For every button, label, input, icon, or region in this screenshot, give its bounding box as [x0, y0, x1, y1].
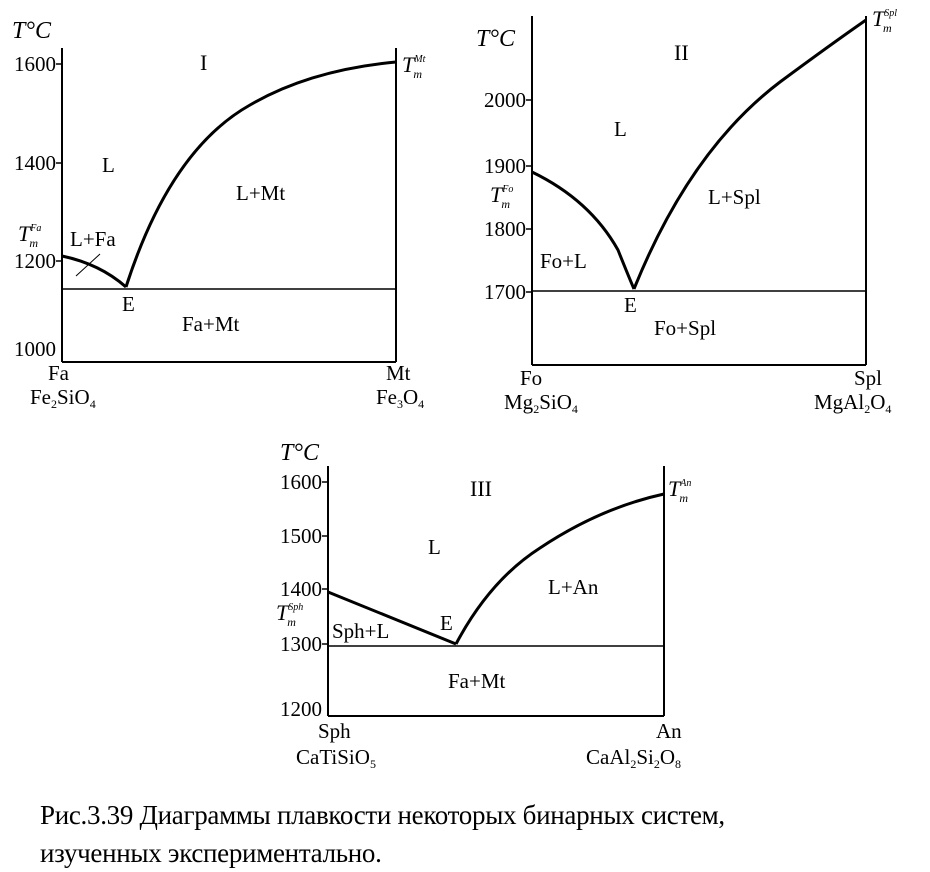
diagram-3-tm-right: TAn m [668, 476, 691, 505]
diagram-3-roman-numeral: III [470, 476, 492, 501]
diagram-1-region-liquid: L [102, 153, 115, 177]
diagram-2-eutectic-label: E [624, 293, 637, 317]
diagram-1-liquidus-right [124, 60, 397, 288]
diagram-1-liquidus-left [61, 254, 127, 289]
diagram-3-region-liquid: L [428, 535, 441, 559]
diagram-1-roman-numeral: I [200, 50, 207, 75]
diagram-2-region-liquid: L [614, 117, 627, 141]
diagram-1-axis-label: T°C [12, 18, 52, 44]
diagram-2: T°C 2000 1900 1800 1700 II L Fo+L L+Spl … [476, 6, 897, 416]
diagram-3-eutectic-label: E [440, 611, 453, 635]
diagram-3-region-right: L+An [548, 575, 599, 599]
diagram-2-tick-label: 1900 [484, 154, 526, 178]
diagram-3-right-component: An [656, 719, 682, 743]
diagram-2-tm-right: TSpl m [872, 6, 897, 35]
caption-line-1: Рис.3.39 Диаграммы плавкости некоторых б… [40, 800, 725, 830]
diagram-1-region-left: L+Fa [70, 227, 116, 251]
diagram-2-liquidus-right [632, 18, 867, 290]
diagram-3-tick-label: 1500 [280, 524, 322, 548]
diagram-2-axis-label: T°C [476, 26, 516, 52]
diagram-1-left-formula: Fe2SiO4 [30, 385, 96, 411]
diagram-2-right-formula: MgAl2O4 [814, 390, 891, 416]
diagram-2-right-component: Spl [854, 366, 882, 390]
diagram-2-tick-label: 1700 [484, 280, 526, 304]
diagram-2-roman-numeral: II [674, 40, 689, 65]
diagram-1-right-component: Mt [386, 361, 411, 385]
diagram-3-region-left: Sph+L [332, 619, 389, 643]
diagram-3-tick-label: 1300 [280, 632, 322, 656]
diagram-2-tick-label: 1800 [484, 217, 526, 241]
diagram-3-right-formula: CaAl2Si2O8 [586, 745, 681, 771]
diagram-1-tick-label: 1200 [14, 249, 56, 273]
diagram-1-tick-label: 1400 [14, 151, 56, 175]
diagram-3-tick-label: 1400 [280, 577, 322, 601]
diagram-1-right-formula: Fe3O4 [376, 385, 424, 411]
diagram-1-leader-line [75, 253, 101, 277]
diagram-1-tm-left: TFa m [18, 221, 41, 250]
diagram-3-tick-label: 1600 [280, 470, 322, 494]
diagram-1-left-component: Fa [48, 361, 70, 385]
diagram-3-tm-left: TSph m [276, 600, 303, 629]
diagram-3-left-formula: CaTiSiO5 [296, 745, 376, 771]
figure-caption: Рис.3.39 Диаграммы плавкости некоторых б… [40, 796, 920, 872]
diagram-3: T°C 1600 1500 1400 1300 1200 III L Sph+L… [276, 440, 691, 771]
diagram-1-tick-label: 1600 [14, 52, 56, 76]
caption-line-2: изученных экспериментально. [40, 838, 382, 868]
diagram-1-eutectic-label: E [122, 292, 135, 316]
diagram-3-tick-label: 1200 [280, 697, 322, 721]
diagram-2-region-left: Fo+L [540, 249, 587, 273]
diagram-2-left-component: Fo [520, 366, 542, 390]
diagram-2-liquidus-left [531, 170, 636, 290]
diagram-3-left-component: Sph [318, 719, 351, 743]
diagram-1-tm-right: TMt m [402, 52, 426, 81]
diagram-1: T°C 1600 1400 1200 1000 I L L+Fa L+Mt Fa… [12, 18, 426, 411]
diagram-2-tick-label: 2000 [484, 88, 526, 112]
diagram-2-left-formula: Mg2SiO4 [504, 390, 578, 416]
diagram-2-tm-left: TFo m [490, 182, 513, 211]
diagram-1-tick-label: 1000 [14, 337, 56, 361]
diagram-3-region-bottom: Fa+Mt [448, 669, 506, 693]
diagram-1-region-bottom: Fa+Mt [182, 312, 240, 336]
diagram-3-liquidus-left [327, 590, 457, 646]
diagram-3-axis-label: T°C [280, 440, 320, 466]
diagram-2-region-bottom: Fo+Spl [654, 316, 716, 340]
diagram-1-region-right: L+Mt [236, 181, 285, 205]
diagram-3-liquidus-right [454, 492, 665, 645]
diagram-2-region-right: L+Spl [708, 185, 761, 209]
